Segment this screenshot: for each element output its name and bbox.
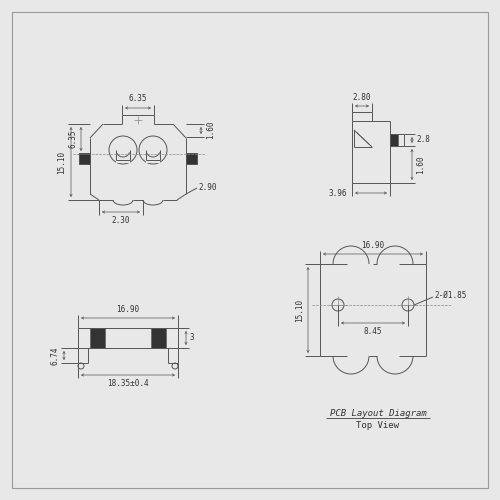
Text: 2.8: 2.8 <box>416 136 430 144</box>
Text: 2.90: 2.90 <box>198 184 216 192</box>
Text: 6.35: 6.35 <box>129 94 147 103</box>
Bar <box>146 147 160 163</box>
Text: 1.60: 1.60 <box>416 155 425 174</box>
Bar <box>90 328 105 348</box>
Bar <box>79 152 90 164</box>
Bar <box>186 152 197 164</box>
Text: 6.35: 6.35 <box>68 130 77 148</box>
Text: 6.74: 6.74 <box>51 346 60 365</box>
Text: 15.10: 15.10 <box>57 150 66 174</box>
Text: 2-Ø1.85: 2-Ø1.85 <box>434 290 466 300</box>
Bar <box>390 134 398 146</box>
Text: 1.60: 1.60 <box>206 120 215 139</box>
Text: 15.10: 15.10 <box>295 298 304 322</box>
Text: 8.45: 8.45 <box>364 327 382 336</box>
Text: 3.96: 3.96 <box>328 188 347 198</box>
Bar <box>116 147 130 163</box>
Text: 2.30: 2.30 <box>112 216 130 225</box>
Text: 2.80: 2.80 <box>353 93 371 102</box>
Text: 18.35±0.4: 18.35±0.4 <box>107 379 149 388</box>
Text: Top View: Top View <box>356 422 400 430</box>
Text: PCB Layout Diagram: PCB Layout Diagram <box>330 410 426 418</box>
Text: 3: 3 <box>190 334 194 342</box>
Bar <box>151 328 166 348</box>
Text: 16.90: 16.90 <box>362 241 384 250</box>
Text: 16.90: 16.90 <box>116 305 140 314</box>
